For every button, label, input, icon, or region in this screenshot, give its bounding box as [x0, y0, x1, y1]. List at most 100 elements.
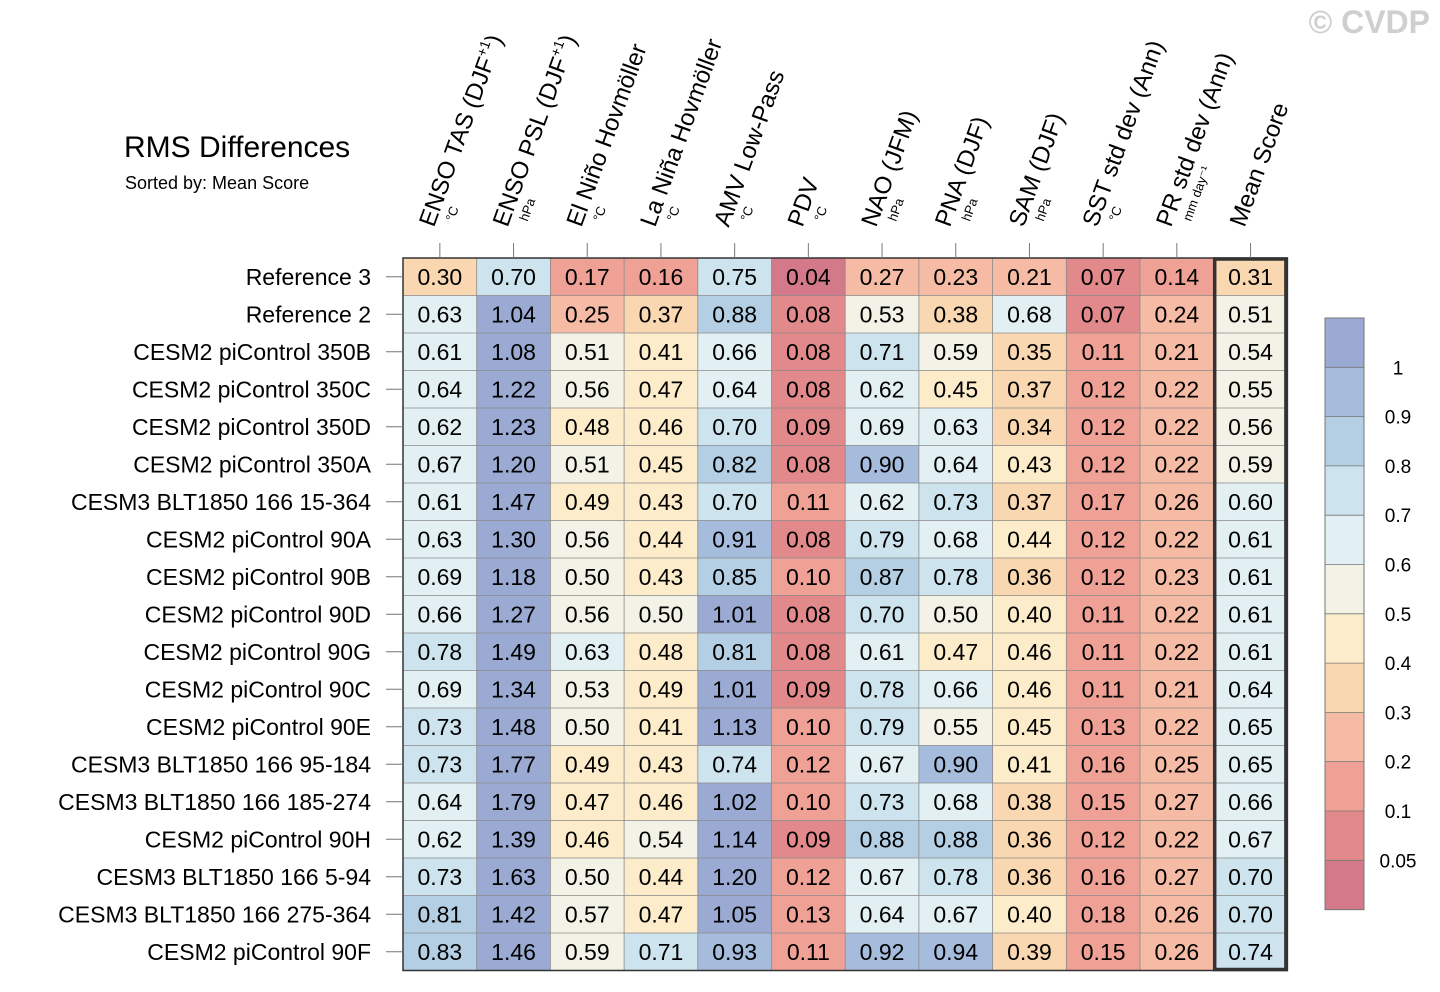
- heatmap-cell: [1213, 670, 1288, 709]
- heatmap-cell: [845, 483, 920, 521]
- heatmap-cell: [403, 445, 478, 484]
- cell-value: 0.47: [565, 789, 610, 815]
- heatmap-cell: [918, 820, 994, 859]
- cell-value: 0.65: [1228, 714, 1273, 740]
- heatmap-cell: [550, 820, 625, 859]
- cell-value: 0.35: [1007, 339, 1052, 365]
- heatmap-cell: [624, 858, 699, 896]
- cell-value: 0.25: [565, 301, 610, 327]
- cell-value: 1.18: [491, 564, 536, 590]
- heatmap-cell: [1213, 858, 1288, 896]
- column-label-superscript: +1: [473, 38, 494, 59]
- heatmap-cell: [1066, 783, 1141, 821]
- cell-value: 0.67: [860, 864, 905, 890]
- heatmap-cell: [918, 483, 994, 521]
- heatmap-cell: [697, 483, 772, 521]
- cell-value: 1.42: [491, 901, 536, 927]
- cell-value: 0.60: [1228, 489, 1273, 515]
- cell-value: 0.43: [1007, 451, 1052, 477]
- heatmap-cell: [624, 933, 699, 971]
- cell-value: 0.18: [1081, 901, 1126, 927]
- heatmap-cell: [845, 408, 920, 446]
- cell-value: 0.65: [1228, 751, 1273, 777]
- heatmap-cell: [697, 708, 772, 746]
- cell-value: 1.14: [712, 826, 757, 852]
- cell-value: 0.44: [639, 864, 684, 890]
- heatmap-cell: [771, 295, 846, 334]
- cell-value: 0.36: [1007, 826, 1052, 852]
- heatmap-cell: [624, 670, 699, 709]
- cell-value: 0.68: [933, 526, 978, 552]
- heatmap-cell: [550, 333, 625, 371]
- cell-value: 0.45: [1007, 714, 1052, 740]
- cell-value: 0.25: [1154, 751, 1199, 777]
- cell-value: 0.27: [1154, 864, 1199, 890]
- heatmap-cell: [771, 708, 846, 746]
- heatmap-cell: [403, 933, 478, 971]
- cell-value: 0.66: [417, 601, 462, 627]
- heatmap-cell: [403, 670, 478, 709]
- heatmap-cell: [697, 633, 772, 671]
- chart-subtitle: Sorted by: Mean Score: [125, 173, 309, 193]
- cell-value: 0.50: [933, 601, 978, 627]
- cell-value: 0.73: [417, 864, 462, 890]
- heatmap-cell: [476, 933, 551, 971]
- cell-value: 0.51: [565, 339, 610, 365]
- cell-value: 0.12: [1081, 414, 1126, 440]
- colorbar-segment: [1325, 515, 1364, 565]
- heatmap-cell: [918, 745, 994, 784]
- cell-value: 0.10: [786, 714, 831, 740]
- heatmap-cell: [476, 858, 551, 896]
- heatmap-cell: [992, 558, 1067, 596]
- cell-value: 0.56: [565, 376, 610, 402]
- cell-value: 0.08: [786, 339, 831, 365]
- cell-value: 0.50: [639, 601, 684, 627]
- heatmap-cell: [1213, 595, 1288, 634]
- cell-value: 0.55: [1228, 376, 1273, 402]
- cell-value: 0.38: [933, 301, 978, 327]
- heatmap-cell: [992, 895, 1067, 934]
- heatmap-cell: [918, 858, 994, 896]
- row-label: CESM2 piControl 90E: [146, 714, 371, 740]
- heatmap-cell: [1066, 520, 1141, 559]
- heatmap-cell: [403, 783, 478, 821]
- row-label: CESM2 piControl 90A: [146, 526, 372, 552]
- row-label: CESM2 piControl 350C: [132, 376, 371, 402]
- cell-value: 0.78: [860, 676, 905, 702]
- cell-value: 0.31: [1228, 264, 1273, 290]
- cell-value: 0.93: [712, 939, 757, 965]
- column-label-text: ENSO TAS (DJF: [414, 54, 500, 230]
- heatmap-cell: [918, 895, 994, 934]
- cell-value: 0.46: [639, 414, 684, 440]
- colorbar-border: [1324, 317, 1365, 911]
- heatmap-cell: [476, 708, 551, 746]
- heatmap-cell: [476, 445, 551, 484]
- heatmap-cell: [992, 708, 1067, 746]
- cell-value: 0.56: [565, 526, 610, 552]
- heatmap-cell: [992, 745, 1067, 784]
- cell-value: 0.11: [1082, 339, 1125, 365]
- heatmap-cell: [476, 483, 551, 521]
- heatmap-cell: [550, 370, 625, 409]
- cell-value: 0.61: [1228, 639, 1273, 665]
- row-label: CESM3 BLT1850 166 95-184: [71, 751, 371, 777]
- cell-value: 1.05: [712, 901, 757, 927]
- heatmap-cell: [624, 595, 699, 634]
- column-label-text: Mean Score: [1225, 99, 1295, 230]
- heatmap-cell: [771, 858, 846, 896]
- heatmap-cell: [918, 708, 994, 746]
- heatmap-cell: [992, 295, 1067, 334]
- heatmap-cell: [624, 258, 699, 296]
- heatmap-cell: [918, 783, 994, 821]
- cell-value: 0.61: [417, 339, 462, 365]
- colorbar-segment: [1325, 811, 1364, 861]
- cell-value: 0.55: [933, 714, 978, 740]
- cell-value: 0.22: [1154, 601, 1199, 627]
- cell-value: 0.54: [1228, 339, 1273, 365]
- cell-value: 0.11: [787, 489, 830, 515]
- heatmap-cell: [624, 745, 699, 784]
- heatmap-cell: [403, 408, 478, 446]
- cell-value: 0.49: [565, 751, 610, 777]
- cell-value: 0.43: [639, 564, 684, 590]
- colorbar-segment: [1325, 318, 1364, 368]
